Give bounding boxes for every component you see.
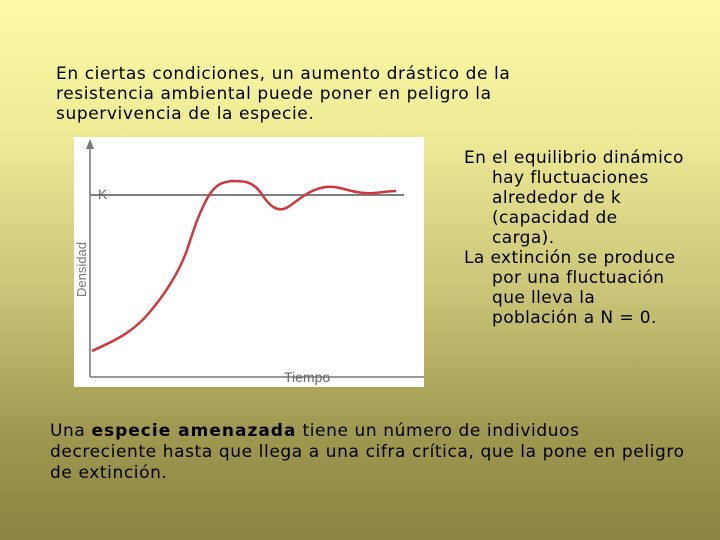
extinction-note: La extinción se produce por una fluctuac… bbox=[464, 248, 676, 328]
x-axis-label: Tiempo bbox=[284, 369, 331, 385]
equilibrium-note: En el equilibrio dinámico hay fluctuacio… bbox=[464, 148, 684, 248]
side-notes: En el equilibrio dinámico hay fluctuacio… bbox=[464, 148, 684, 328]
intro-paragraph: En ciertas condiciones, un aumento drást… bbox=[56, 64, 511, 124]
y-axis-label: Densidad bbox=[74, 242, 89, 297]
bottom-suffix: tiene un número de individuos decrecient… bbox=[50, 421, 685, 483]
population-growth-figure: K Densidad Tiempo bbox=[74, 137, 424, 387]
bottom-prefix: Una bbox=[50, 421, 92, 441]
population-curve bbox=[91, 179, 397, 353]
y-axis-arrow bbox=[86, 139, 94, 149]
endangered-species-term: especie amenazada bbox=[91, 421, 297, 441]
population-growth-graph: K Densidad bbox=[74, 139, 424, 378]
k-label: K bbox=[98, 186, 108, 202]
endangered-species-paragraph: Una especie amenazada tiene un número de… bbox=[50, 421, 690, 484]
